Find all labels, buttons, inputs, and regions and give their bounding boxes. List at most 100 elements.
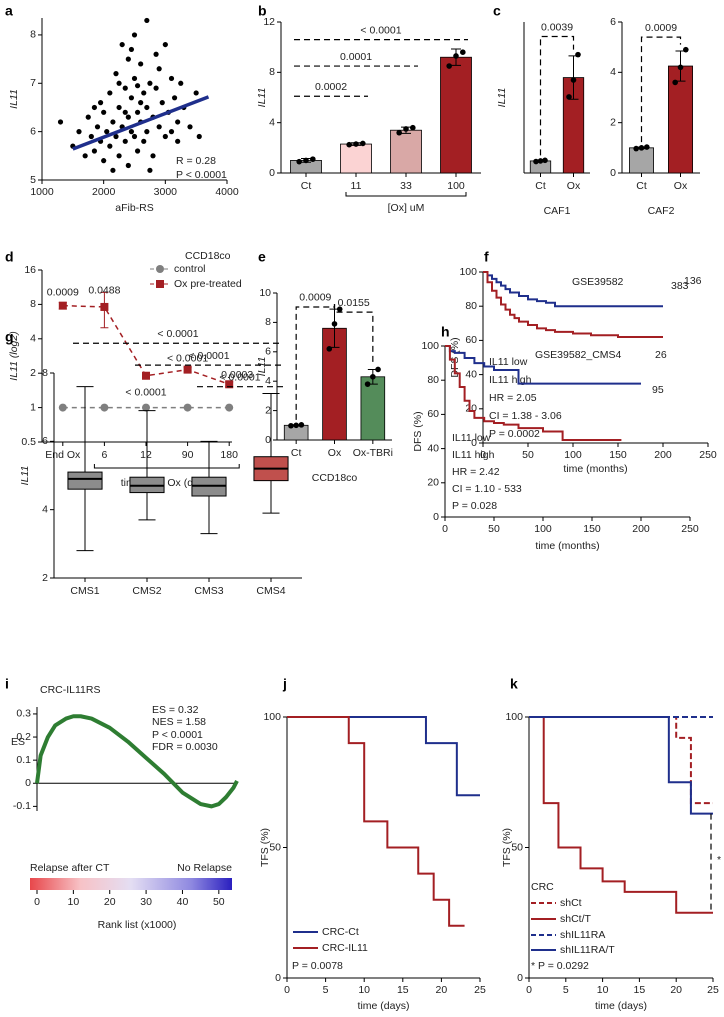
y-tick-label: 100 — [459, 266, 477, 278]
replicate-point — [303, 157, 309, 164]
x-axis-label: [Ox] uM — [388, 202, 425, 214]
data-point — [116, 80, 122, 86]
data-point — [122, 109, 128, 115]
survival-curve — [483, 271, 663, 338]
y-tick-label: 16 — [24, 264, 36, 276]
x-tick-label: 50 — [213, 896, 225, 908]
data-point — [101, 109, 107, 115]
data-point — [107, 143, 113, 149]
x-tick-label: 0 — [480, 449, 486, 461]
data-point — [119, 41, 125, 48]
data-point — [125, 56, 131, 62]
panel-label: g — [5, 329, 14, 345]
x-tick-label: 250 — [699, 449, 717, 461]
x-tick-label: 0 — [34, 896, 40, 908]
whisker — [262, 393, 280, 514]
comparison-label: 0.0009 — [299, 292, 331, 304]
category-label: 33 — [400, 180, 412, 192]
y-tick-label: 0.2 — [16, 731, 31, 743]
x-tick-label: 0 — [442, 523, 448, 535]
data-point — [134, 109, 141, 115]
y-tick-label: 8 — [30, 298, 36, 310]
y-tick-label: 80 — [427, 374, 439, 386]
data-point — [159, 100, 165, 106]
panel-label: b — [258, 3, 267, 19]
replicate-point — [446, 63, 452, 69]
y-tick-label: -0.1 — [13, 800, 31, 812]
axis-bracket — [345, 192, 467, 197]
data-marker — [100, 403, 109, 412]
replicate-point — [296, 158, 302, 165]
y-tick-label: 0 — [265, 434, 271, 446]
comparison-label: 0.0001 — [340, 51, 372, 63]
replicate-point — [360, 140, 366, 147]
survival-curve — [529, 716, 713, 805]
replicate-point — [537, 158, 544, 164]
box — [67, 471, 103, 490]
chart-title: GSE39582 — [572, 276, 624, 288]
y-tick-label: 50 — [269, 841, 281, 853]
x-axis-label: aFib-RS — [115, 202, 154, 214]
data-point — [113, 133, 119, 140]
comparison-label: < 0.0001 — [219, 371, 260, 383]
category-label: CMS1 — [70, 585, 99, 597]
y-axis-label: TFS (%) — [501, 828, 513, 867]
y-tick-label: 5 — [30, 174, 36, 186]
data-point — [97, 100, 104, 106]
data-point — [153, 51, 159, 57]
annotation: CI = 1.38 - 3.06 — [489, 410, 562, 422]
panel-label: k — [510, 676, 518, 692]
color-bar — [30, 878, 232, 890]
category-label: Ct — [301, 180, 312, 192]
category-label: Ox-TBRi — [353, 447, 393, 459]
y-tick-label: 6 — [30, 125, 36, 137]
y-tick-label: 7 — [30, 77, 36, 89]
category-label: CMS3 — [194, 585, 223, 597]
data-point — [122, 138, 128, 144]
bar — [668, 65, 693, 174]
y-tick-label: 40 — [465, 368, 477, 380]
data-point — [162, 41, 168, 48]
category-label: Ct — [636, 180, 647, 192]
comparison-label: 0.0002 — [315, 81, 347, 93]
x-tick-label: 15 — [634, 984, 646, 996]
enrichment-curve — [35, 714, 239, 809]
replicate-point — [403, 126, 409, 132]
y-tick-label: 1 — [30, 401, 36, 413]
y-tick-label: 60 — [427, 408, 439, 420]
replicate-point — [533, 158, 539, 165]
replicate-point — [310, 156, 316, 162]
category-label: CMS2 — [132, 585, 161, 597]
data-point — [134, 83, 141, 89]
x-tick-label: 150 — [609, 449, 627, 461]
p-value-label: < 0.0001 — [167, 352, 208, 364]
data-point — [85, 114, 91, 120]
annotation: P < 0.0001 — [176, 169, 227, 181]
data-point — [138, 61, 144, 67]
replicate-point — [566, 94, 572, 100]
y-tick-label: 0 — [517, 972, 523, 984]
data-point — [153, 85, 159, 91]
x-tick-label: 20 — [670, 984, 682, 996]
data-point — [144, 129, 150, 135]
comparison-label: 0.0039 — [541, 21, 573, 33]
data-point — [128, 46, 135, 53]
y-tick-label: 100 — [263, 711, 281, 723]
bar — [440, 56, 472, 174]
y-tick-label: 10 — [259, 287, 271, 299]
annotation: FDR = 0.0030 — [152, 741, 218, 753]
survival-curve — [529, 716, 713, 815]
y-tick-label: 0 — [471, 437, 477, 449]
y-tick-label: 0.1 — [16, 754, 31, 766]
group-size: 136 — [684, 275, 702, 287]
replicate-point — [336, 306, 343, 312]
replicate-point — [677, 64, 684, 71]
y-axis-label: DFS (%) — [412, 411, 424, 451]
data-point — [113, 71, 119, 77]
legend-label: CRC-IL11 — [322, 942, 368, 954]
replicate-point — [542, 157, 548, 164]
annotation: * P = 0.0292 — [531, 960, 589, 972]
data-point — [128, 129, 135, 135]
data-point — [91, 104, 98, 111]
